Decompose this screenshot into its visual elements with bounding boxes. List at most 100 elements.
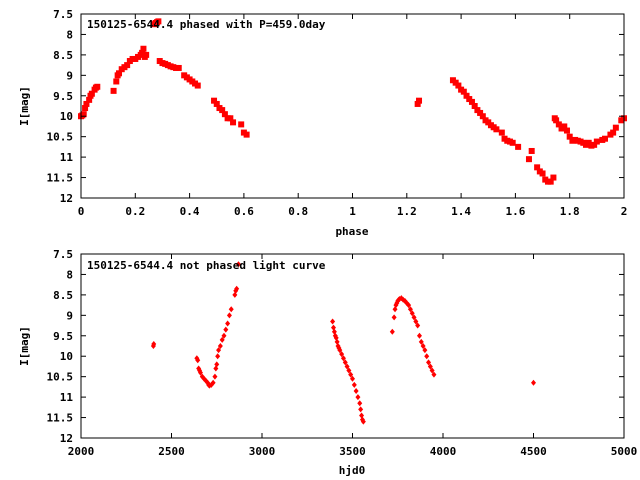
data-point — [140, 45, 147, 52]
data-point — [515, 143, 522, 150]
data-point — [219, 107, 226, 114]
y-tick-label: 7.5 — [53, 8, 73, 21]
data-point — [547, 178, 554, 185]
data-point — [553, 117, 560, 124]
y-tick-label: 11 — [60, 151, 74, 164]
data-point — [426, 359, 432, 366]
data-point — [331, 328, 337, 335]
data-point — [493, 126, 500, 133]
x-tick-label: 0 — [78, 205, 85, 218]
data-point — [330, 318, 336, 325]
data-point — [195, 357, 201, 364]
x-tick-label: 2000 — [68, 445, 95, 458]
phased-light-curve-panel: 0 0.2 0.4 0.6 0.8 1 1.2 1.4 1.6 1.8 2 7.5 8 8.5 9 9.5 1… — [18, 8, 627, 238]
unphased-light-curve-panel: 2000 2500 3000 3500 4000 4500 5000 7.5 8 8.5 9 9.5… — [18, 248, 637, 477]
x-tick-label: 1.8 — [560, 205, 580, 218]
y-tick-label: 9.5 — [53, 90, 73, 103]
y-tick-label: 8.5 — [53, 49, 73, 62]
y-tick-label: 8.5 — [53, 289, 73, 302]
x-tick-label: 2 — [621, 205, 628, 218]
data-point — [531, 379, 536, 386]
data-point — [460, 88, 467, 95]
data-point — [407, 306, 413, 313]
data-point — [422, 347, 428, 354]
data-point — [351, 381, 357, 388]
unphased-x-ticks: 2000 2500 3000 3500 4000 4500 5000 — [68, 254, 638, 458]
unphased-x-axis-label: hjd0 — [339, 464, 366, 477]
data-point — [86, 96, 93, 103]
unphased-data-points — [150, 261, 536, 425]
data-point — [359, 412, 365, 419]
data-point — [534, 164, 541, 171]
y-tick-label: 10.5 — [47, 131, 74, 144]
y-tick-label: 12 — [60, 432, 73, 445]
data-point — [550, 174, 557, 181]
data-point — [212, 373, 218, 380]
phased-x-axis-label: phase — [335, 225, 368, 238]
data-point — [80, 111, 87, 118]
data-point — [230, 119, 237, 126]
data-point — [175, 64, 182, 71]
data-point — [337, 347, 343, 354]
y-tick-label: 7.5 — [53, 248, 73, 261]
x-tick-label: 4500 — [520, 445, 547, 458]
data-point — [414, 100, 421, 107]
data-point — [431, 371, 437, 378]
data-point — [358, 406, 364, 413]
data-point — [211, 97, 218, 104]
data-point — [124, 62, 131, 69]
data-point — [471, 103, 478, 109]
data-point — [232, 291, 238, 298]
y-tick-label: 10.5 — [47, 371, 74, 384]
x-tick-label: 0.6 — [234, 205, 254, 218]
data-point — [360, 418, 366, 425]
y-tick-label: 8 — [66, 28, 73, 41]
y-tick-label: 9 — [66, 309, 73, 322]
data-point — [221, 111, 228, 118]
data-point — [110, 87, 117, 94]
phased-y-axis-label: I[mag] — [18, 86, 31, 126]
data-point — [610, 129, 617, 136]
data-point — [539, 170, 546, 177]
x-tick-label: 1.6 — [505, 205, 525, 218]
data-point — [227, 115, 234, 122]
data-point — [357, 400, 363, 407]
data-point — [429, 367, 435, 374]
data-point — [88, 90, 95, 97]
data-point — [468, 98, 475, 105]
data-point — [223, 326, 229, 333]
data-point — [116, 70, 123, 77]
data-point — [82, 105, 89, 112]
y-tick-label: 9 — [66, 69, 73, 82]
data-point — [409, 310, 415, 317]
x-tick-label: 1.4 — [451, 205, 471, 218]
data-point — [143, 51, 150, 58]
data-point — [413, 318, 419, 325]
data-point — [455, 82, 462, 89]
data-point — [391, 314, 397, 321]
data-point — [346, 367, 352, 374]
y-tick-label: 11 — [60, 391, 74, 404]
x-tick-label: 3000 — [249, 445, 276, 458]
y-tick-label: 8 — [66, 268, 73, 281]
data-point — [342, 359, 348, 366]
x-tick-label: 0.8 — [288, 205, 308, 218]
data-point — [197, 369, 203, 376]
data-point — [348, 371, 354, 378]
data-point — [389, 328, 395, 335]
data-point — [555, 121, 562, 128]
phased-x-ticks: 0 0.2 0.4 0.6 0.8 1 1.2 1.4 1.6 1.8 2 — [78, 14, 628, 218]
phased-y-ticks: 7.5 8 8.5 9 9.5 10 10.5 11 11.5 12 — [47, 8, 624, 205]
x-tick-label: 1 — [349, 205, 356, 218]
data-point — [477, 109, 484, 116]
data-point — [216, 347, 222, 354]
data-point — [528, 147, 535, 154]
data-point — [330, 324, 336, 331]
data-point — [215, 353, 221, 360]
data-point — [344, 363, 350, 370]
data-point — [415, 322, 421, 329]
data-point — [228, 306, 234, 313]
data-point — [406, 302, 412, 309]
x-tick-label: 5000 — [611, 445, 638, 458]
